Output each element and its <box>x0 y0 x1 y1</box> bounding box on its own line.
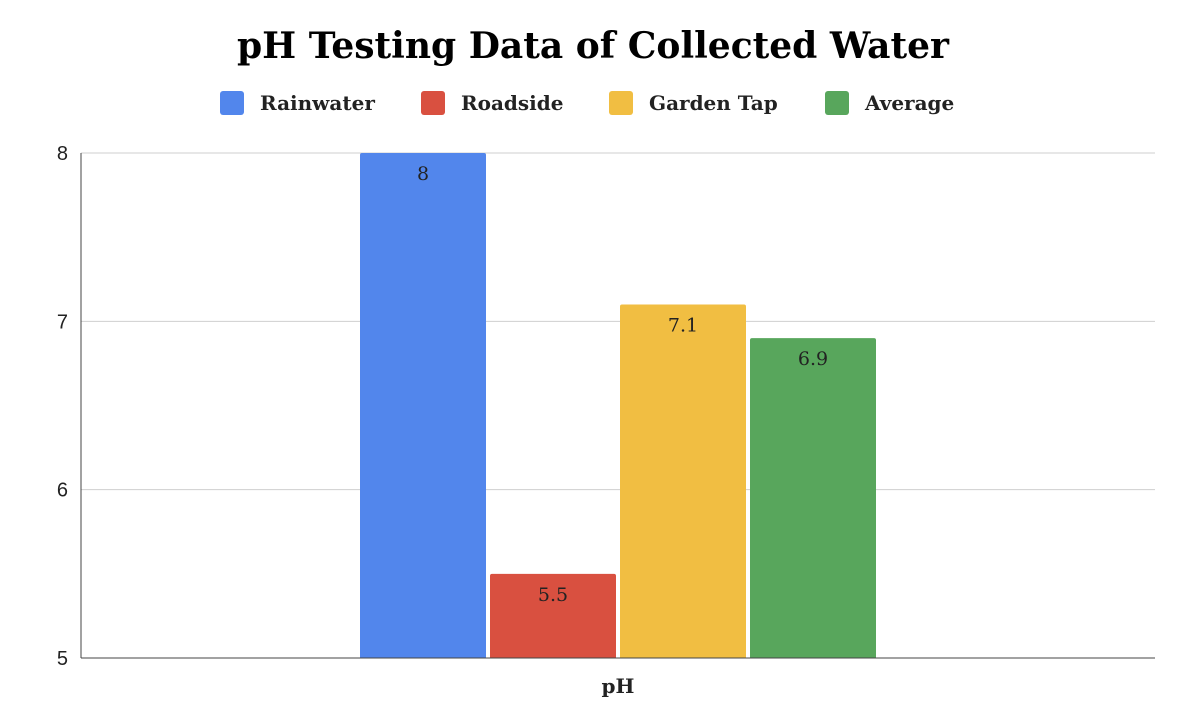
legend-item-rainwater: Rainwater <box>220 91 375 115</box>
data-label: 5.5 <box>538 584 568 606</box>
data-label: 7.1 <box>668 315 698 337</box>
y-tick-label: 8 <box>57 143 68 165</box>
data-labels: 8 5.5 7.1 6.9 <box>417 163 828 606</box>
bars <box>360 153 876 658</box>
legend-swatch <box>220 91 244 115</box>
legend-label: Roadside <box>461 91 563 115</box>
legend-item-roadside: Roadside <box>421 91 563 115</box>
bar-garden-tap <box>620 304 746 658</box>
legend-swatch <box>825 91 849 115</box>
chart-title: pH Testing Data of Collected Water <box>237 25 950 67</box>
x-tick-label: pH <box>602 674 635 698</box>
legend-item-average: Average <box>825 91 954 115</box>
data-label: 8 <box>417 163 429 185</box>
legend-label: Rainwater <box>260 91 375 115</box>
data-label: 6.9 <box>798 348 828 370</box>
y-tick-label: 6 <box>57 480 68 502</box>
legend-item-garden-tap: Garden Tap <box>609 91 778 115</box>
bar-average <box>750 338 876 658</box>
bar-roadside <box>490 573 616 658</box>
y-tick-label: 7 <box>57 311 68 333</box>
axes: pH <box>80 153 1155 698</box>
legend: Rainwater Roadside Garden Tap Average <box>220 91 954 115</box>
legend-label: Garden Tap <box>649 91 778 115</box>
legend-swatch <box>609 91 633 115</box>
bar-rainwater <box>360 153 486 658</box>
legend-swatch <box>421 91 445 115</box>
legend-label: Average <box>864 91 954 115</box>
y-tick-label: 5 <box>57 648 68 670</box>
